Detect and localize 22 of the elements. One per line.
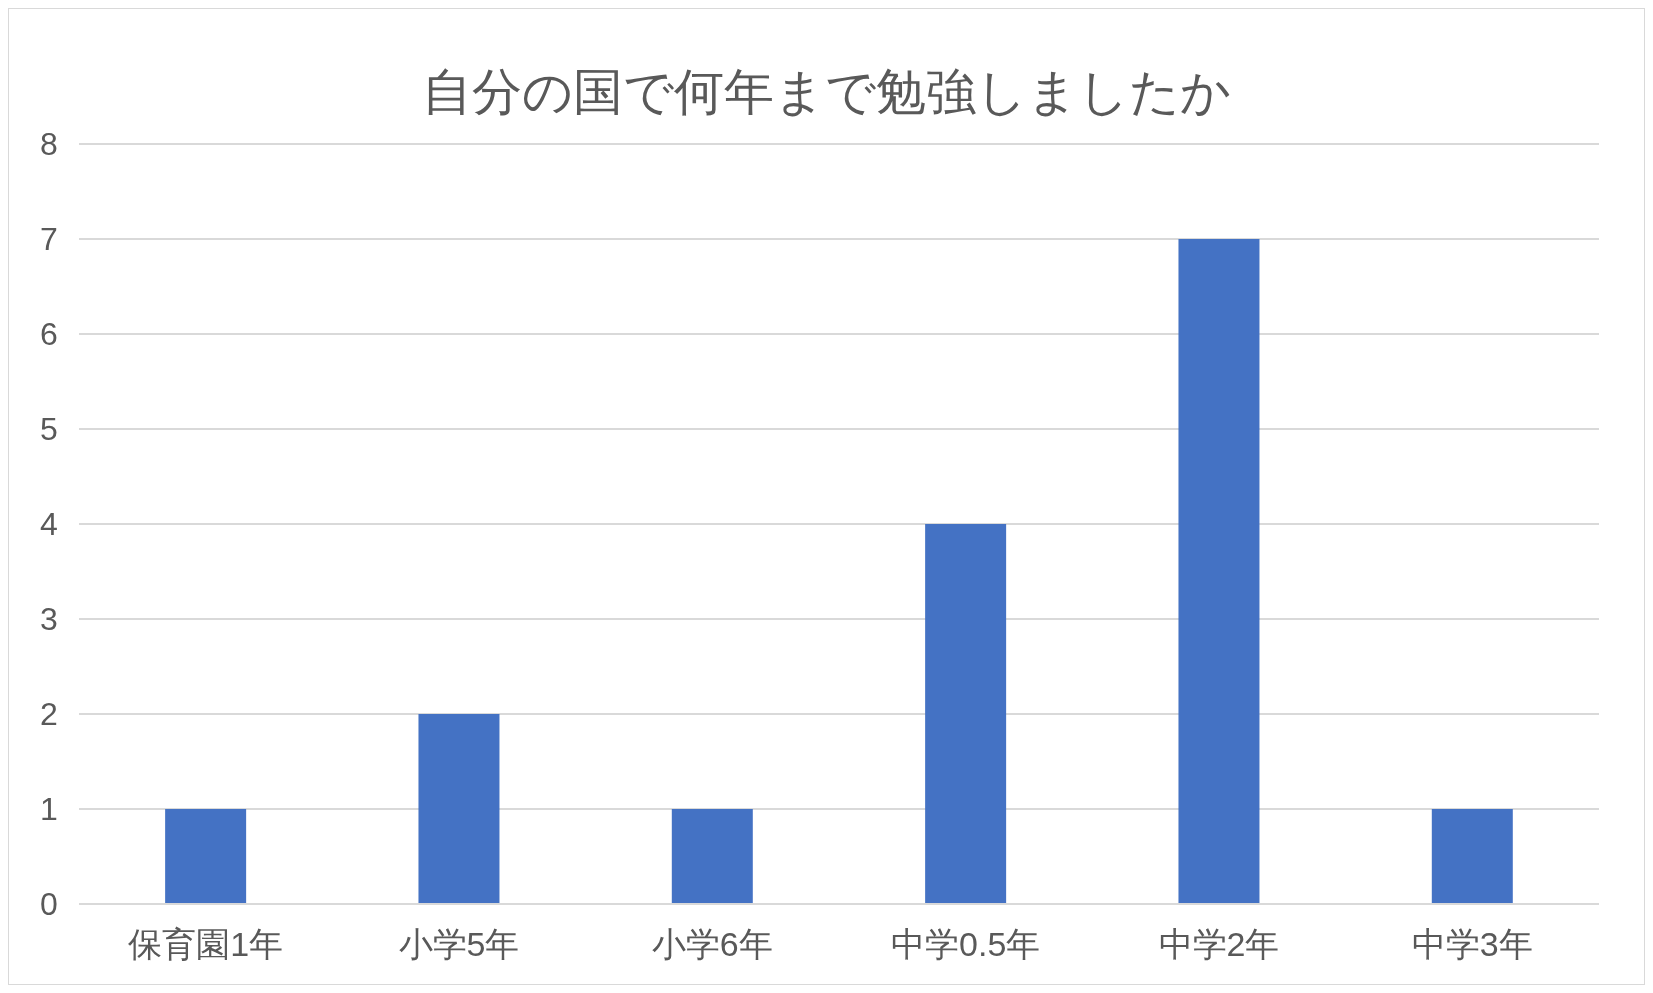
y-tick-label: 2 [40,696,58,733]
bar [418,714,500,904]
x-tick-label: 中学0.5年 [891,925,1041,964]
bar [165,809,247,904]
x-tick-label: 小学6年 [651,925,773,964]
y-tick-label: 7 [40,221,58,258]
y-tick-label: 8 [40,126,58,163]
x-tick-label: 保育園1年 [128,925,284,964]
y-tick-label: 0 [40,886,58,923]
y-tick-label: 5 [40,411,58,448]
y-tick-label: 3 [40,601,58,638]
x-tick-label: 中学3年 [1411,925,1533,964]
y-tick-label: 4 [40,506,58,543]
chart-title: 自分の国で何年まで勉強しましたか [422,64,1231,120]
bar [671,809,753,904]
bar [925,524,1007,904]
bar [1178,239,1260,904]
x-tick-label: 小学5年 [398,925,520,964]
y-tick-label: 1 [40,791,58,828]
bar [1431,809,1513,904]
y-tick-label: 6 [40,316,58,353]
x-tick-label: 中学2年 [1158,925,1280,964]
